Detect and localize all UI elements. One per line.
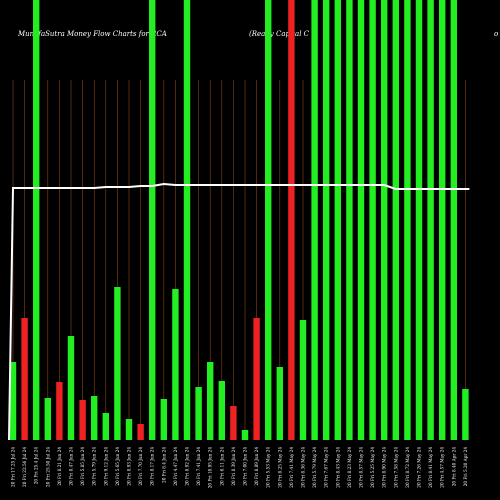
bar-red — [253, 318, 260, 440]
chart-title: MunafaSutra Money Flow Charts for RCA — [17, 30, 167, 38]
bar-green — [323, 0, 330, 440]
bar-red — [21, 318, 28, 440]
x-tick-label: 20 Fri 8.21 Jun 24 — [57, 447, 62, 486]
x-tick-label: 20 Fri 8.36 May 24 — [301, 447, 306, 488]
x-tick-label: 20 Fri 8.47 Jun 24 — [69, 447, 74, 486]
bar-green — [450, 0, 457, 440]
x-tick-label: 20 Fri 5.79 Jun 24 — [92, 447, 97, 486]
x-tick-label: 20 Fri 17.25 Jul 24 — [11, 447, 16, 487]
bar-green — [369, 0, 376, 440]
bar-green — [9, 362, 17, 440]
x-tick-label: 20 Fri 8.4 Jun 24 — [161, 447, 166, 483]
bar-green — [415, 0, 423, 440]
x-tick-label: 20 Fri 7.41 Jun 24 — [196, 447, 201, 486]
x-tick-label: 20 Fri 7.70 Jun 24 — [138, 447, 143, 486]
bar-green — [357, 0, 365, 440]
x-tick-label: 20 Fri 5.79 May 24 — [312, 447, 317, 488]
bar-green — [172, 289, 179, 440]
bar-green — [160, 399, 167, 440]
x-tick-label: 20 Fri 8.90 May 24 — [382, 447, 387, 488]
x-tick-label: 20 Fri 10.95 Jun 24 — [208, 447, 213, 489]
x-tick-label: 20 Fri 5.65 Jun 24 — [115, 447, 120, 486]
bar-green — [125, 419, 133, 440]
x-tick-label: 20 Fri 8.93 Jun 24 — [127, 447, 132, 486]
x-tick-label: 20 Fri 25.50 Jul 24 — [45, 447, 50, 487]
bar-red — [137, 424, 144, 440]
bar-green — [241, 430, 249, 440]
bar-red — [288, 0, 295, 440]
x-tick-label: 20 Fri 5.53 May 24 — [266, 447, 271, 488]
x-tick-label: 20 Fri 7.58 May 24 — [393, 447, 398, 488]
x-tick-label: 20 Fri 7.00 Jun 24 — [243, 447, 248, 486]
x-tick-label: 20 Fri 8.72 May 24 — [405, 447, 410, 488]
bar-green — [33, 0, 40, 440]
x-tick-label: 20 Fri 8.92 Jun 24 — [185, 447, 190, 486]
x-tick-label: 20 Fri 7.26 May 24 — [417, 447, 422, 488]
bar-green — [207, 362, 214, 440]
bar-green — [44, 398, 51, 440]
bar-green — [102, 413, 109, 440]
x-tick-labels: 20 Fri 17.25 Jul 24 20 Fri 22.56 Jul 24 20… — [11, 447, 468, 489]
money-flow-line — [8, 182, 470, 441]
x-tick-label: 20 Fri 6.11 Jun 24 — [219, 447, 224, 486]
x-tick-label: 20 Fri 8.41 May 24 — [428, 447, 433, 488]
x-tick-label: 20 Fri 7.41 May 24 — [289, 447, 294, 488]
chart-subtitle: (Ready Capital C — [249, 30, 310, 38]
x-tick-label: 20 Fri 8.89 Jun 24 — [254, 447, 259, 486]
bar-green — [439, 0, 446, 440]
bar-green — [276, 367, 283, 440]
bar-green — [195, 387, 202, 440]
bar-green — [299, 320, 307, 440]
x-tick-label: 20 Fri 8.57 May 24 — [359, 447, 364, 488]
x-tick-label: 20 Fri 4.57 May 24 — [440, 447, 445, 488]
bar-green — [311, 0, 318, 440]
x-tick-label: 20 Fri 8.39 Jun 24 — [231, 447, 236, 486]
bar-green — [265, 0, 272, 440]
x-tick-label: 20 Fri 5.20 Apr 24 — [463, 447, 468, 487]
bar-green — [334, 0, 341, 440]
bar-green — [183, 0, 191, 440]
bar-green — [149, 0, 156, 440]
x-tick-label: 20 Fri 4.47 Jun 24 — [173, 447, 178, 486]
x-tick-label: 20 Fri 8.23 May 24 — [347, 447, 352, 488]
bar-green — [427, 0, 434, 440]
bar-green — [392, 0, 399, 440]
bar-green — [404, 0, 411, 440]
x-tick-label: 20 Fri 25.4 Jul 24 — [34, 447, 39, 485]
x-tick-label: 20 Fri 22.56 Jul 24 — [22, 447, 27, 487]
bar-green — [114, 287, 121, 440]
x-tick-label: 20 Fri 8.40 Apr 24 — [451, 447, 456, 487]
x-tick-label: 20 Fri 9.12 Jun 24 — [103, 447, 108, 486]
bar-green — [91, 396, 98, 440]
bar-green — [67, 336, 75, 440]
x-tick-label: 20 Fri 5.85 Jun 24 — [80, 447, 85, 486]
x-tick-label: 20 Fri 8.43 May 24 — [335, 447, 340, 488]
bar-red — [56, 382, 63, 440]
bar-red — [79, 400, 86, 440]
bar-green — [346, 0, 353, 440]
bar-green — [381, 0, 388, 440]
x-tick-label: 20 Fri 8.25 May 24 — [277, 447, 282, 488]
bar-red — [230, 406, 237, 440]
chart-title-edge: o — [494, 30, 498, 38]
bar-green — [462, 389, 469, 440]
x-tick-label: 20 Fri 7.67 May 24 — [324, 447, 329, 488]
bars — [9, 0, 469, 440]
x-tick-label: 20 Fri 5.25 May 24 — [370, 447, 375, 488]
bar-green — [218, 381, 225, 440]
x-tick-label: 20 Fri 8.17 Jun 24 — [150, 447, 155, 486]
